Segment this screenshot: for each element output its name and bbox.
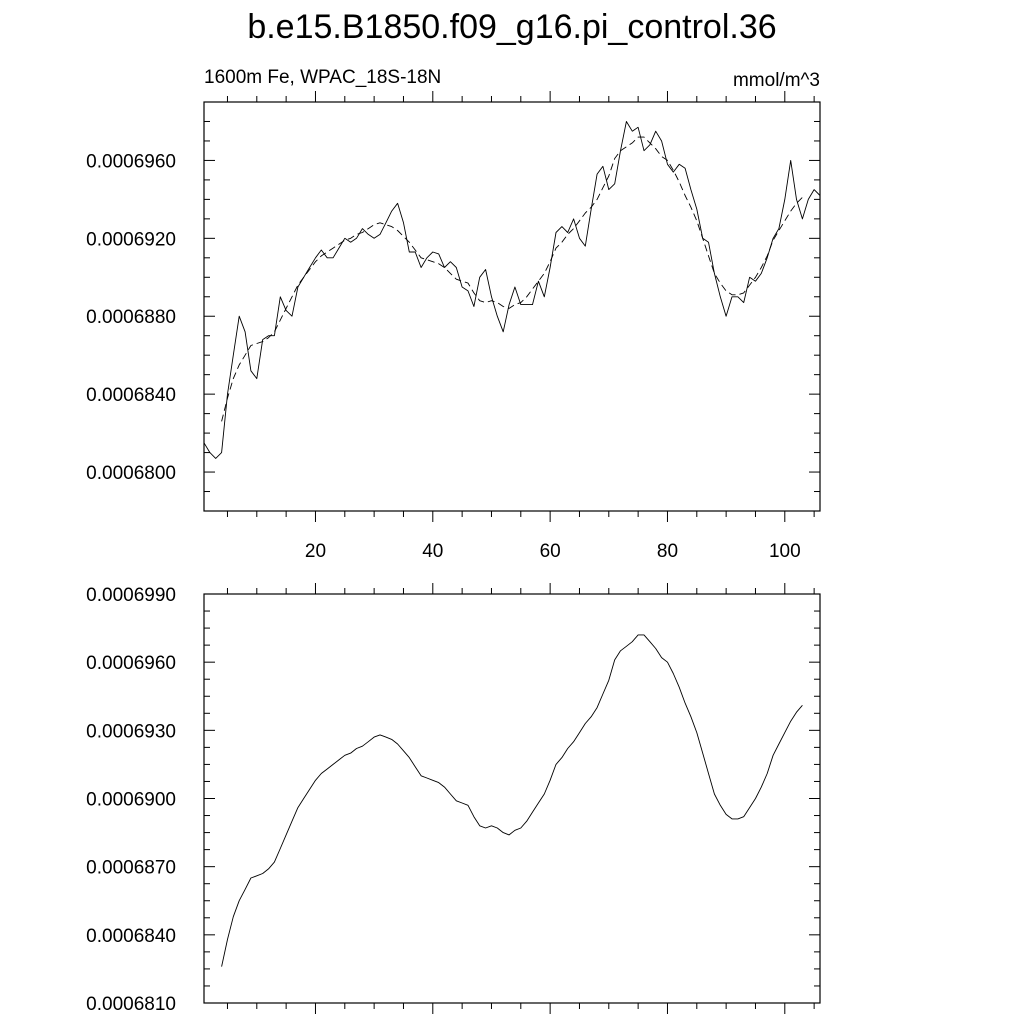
top-ytick-label: 0.0006880 [86, 307, 176, 328]
top-xtick-label: 60 [540, 541, 561, 562]
bottom-ytick-label: 0.0006870 [86, 858, 176, 879]
bottom-ytick-label: 0.0006930 [86, 721, 176, 742]
chart-title: b.e15.B1850.f09_g16.pi_control.36 [247, 8, 776, 46]
top-series-data-line [203, 121, 821, 459]
top-xtick-label: 100 [769, 541, 801, 562]
top-ytick-label: 0.0006960 [86, 151, 176, 172]
top-panel-left-label: 1600m Fe, WPAC_18S-18N [204, 67, 441, 88]
bottom-ytick-label: 0.0006810 [86, 994, 176, 1015]
top-ytick-label: 0.0006840 [86, 385, 176, 406]
bottom-plot-frame [203, 593, 821, 1004]
top-xtick-label: 20 [305, 541, 326, 562]
bottom-ytick-label: 0.0006990 [86, 585, 176, 606]
bottom-ytick-label: 0.0006900 [86, 790, 176, 811]
top-ytick-label: 0.0006800 [86, 463, 176, 484]
bottom-ytick-label: 0.0006960 [86, 653, 176, 674]
top-panel: 0.0006800 0.0006840 0.0006880 0.0006920 0.00… [86, 91, 821, 562]
bottom-series-data-line [221, 634, 803, 967]
top-xtick-label: 40 [422, 541, 443, 562]
top-xtick-label: 80 [657, 541, 678, 562]
top-ytick-label: 0.0006920 [86, 229, 176, 250]
top-plot-frame [203, 101, 821, 512]
bottom-ytick-label: 0.0006840 [86, 926, 176, 947]
top-panel-units-label: mmol/m^3 [733, 70, 820, 91]
top-series-smoothed-line [221, 136, 803, 422]
bottom-panel: 0.0006810 0.0006840 0.0006870 0.0006900 0.00… [86, 583, 821, 1015]
